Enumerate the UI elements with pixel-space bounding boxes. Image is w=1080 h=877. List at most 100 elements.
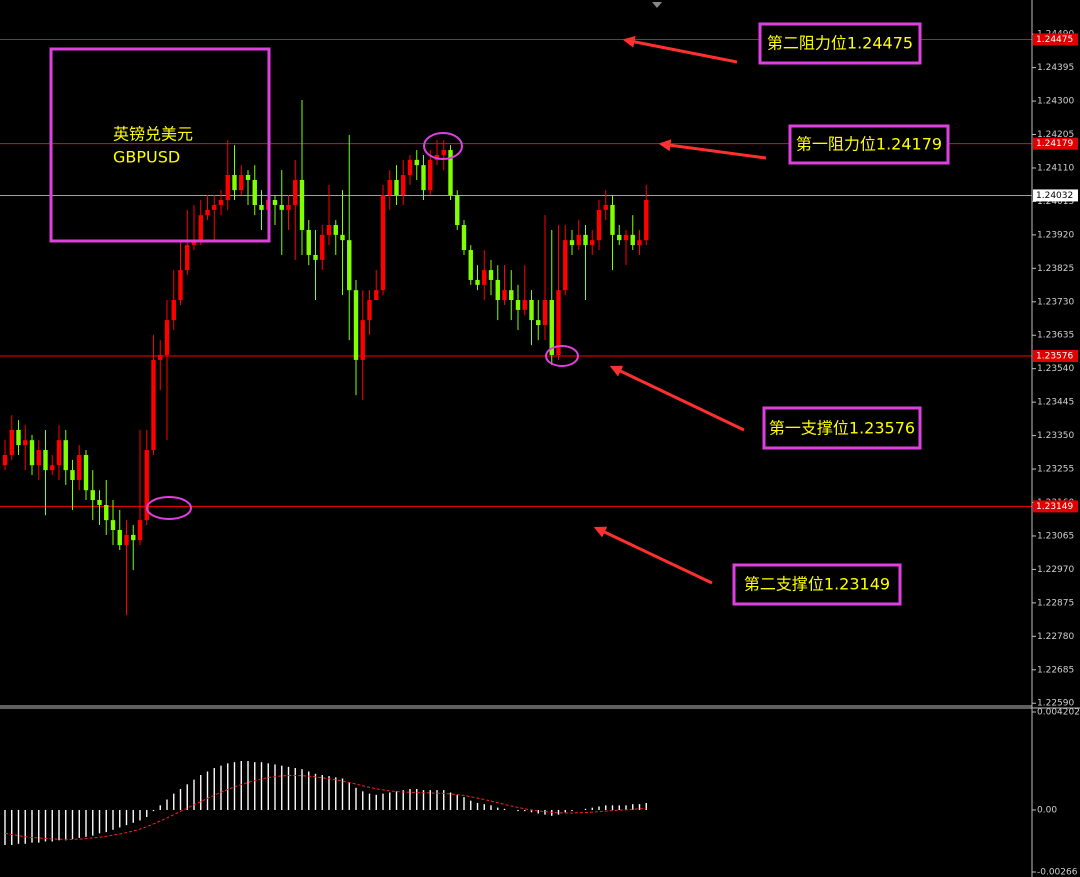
y-tick-label: 1.24015 [1037, 197, 1074, 207]
candle-body [185, 245, 190, 271]
candle-body [421, 165, 426, 191]
candle-body [218, 200, 224, 205]
y-tick-label: 1.23065 [1037, 531, 1074, 541]
candle-body [326, 225, 332, 235]
y-tick-label: 1.23350 [1037, 431, 1074, 441]
candle-body [590, 240, 595, 246]
candle-body [461, 225, 467, 251]
candle-body [137, 520, 143, 541]
candle-body [117, 529, 122, 546]
candle-body [232, 175, 237, 191]
level-label: 1.24179 [1036, 139, 1073, 149]
y-tick-label: 1.23730 [1037, 297, 1074, 307]
candle-body [522, 300, 527, 310]
candle-body [394, 179, 399, 196]
candle-body [2, 454, 8, 466]
annotation: 第一阻力位1.24179 [796, 135, 942, 154]
candle-body [293, 179, 298, 205]
y-tick-label: 1.22685 [1037, 665, 1074, 675]
y-tick-label: 1.22780 [1037, 632, 1074, 642]
candle-body [563, 240, 568, 291]
y-tick-label: 1.24300 [1037, 97, 1074, 107]
candle-body [286, 204, 291, 210]
signal-line [4, 774, 647, 840]
candle-body [124, 534, 129, 546]
y-tick-label: 1.23445 [1037, 398, 1074, 408]
candle-body [198, 215, 203, 241]
candle-body [259, 204, 264, 210]
candle-body [144, 450, 149, 521]
level-label-bg [1033, 189, 1078, 202]
candle-body [212, 204, 217, 210]
candle-body [83, 454, 89, 491]
candle-body [401, 175, 406, 196]
candle-body [178, 270, 183, 301]
candle-body [225, 175, 230, 201]
candle-body [347, 240, 352, 291]
highlight-circle [545, 345, 579, 367]
level-label: 1.23576 [1036, 352, 1073, 362]
candle-body [340, 234, 345, 241]
candle-body [299, 179, 305, 230]
candle-body [63, 440, 68, 471]
annotation-box [788, 124, 950, 165]
box [49, 47, 271, 243]
candle-body [43, 450, 48, 471]
y-tick-label: -0.00266 [1037, 868, 1078, 877]
level-label-bg [1033, 500, 1078, 513]
candle-body [623, 234, 629, 241]
level-label: 1.23149 [1036, 502, 1073, 512]
candle-body [279, 204, 284, 210]
candle-body [70, 470, 75, 480]
candle-body [313, 254, 318, 260]
y-tick-label: 1.24205 [1037, 130, 1074, 140]
candle-body [482, 270, 487, 285]
level-label-bg [1033, 137, 1078, 150]
candle-body [367, 300, 372, 321]
candle-body [56, 440, 62, 466]
candle-body [151, 359, 156, 451]
candle-body [171, 300, 176, 321]
y-tick-label: 0.004202 [1037, 708, 1080, 718]
y-tick-label: 0.00 [1037, 805, 1057, 815]
annotation-box [758, 22, 922, 65]
candle-body [542, 300, 548, 326]
level-label: 1.24032 [1036, 191, 1073, 201]
arrow [622, 35, 738, 64]
arrow [609, 365, 745, 432]
y-tick-label: 1.22970 [1037, 565, 1074, 575]
candle-body [617, 234, 622, 241]
plot-area [0, 38, 1032, 845]
candle-body [191, 240, 197, 246]
candle-body [644, 200, 649, 241]
candle-body [488, 270, 494, 280]
y-tick-label: 1.23920 [1037, 230, 1074, 240]
candle-body [353, 290, 359, 360]
candle-body [333, 225, 338, 235]
candle-body [576, 234, 581, 246]
y-axis: 1.22590 1.22685 1.22780 1.22875 1.22970 1.230… [1032, 30, 1080, 877]
candle-body [495, 279, 500, 301]
candle-body [448, 150, 453, 196]
highlight-circle [146, 496, 192, 520]
candle-body [502, 290, 507, 301]
candle-body [414, 159, 419, 166]
arrows [593, 35, 767, 585]
annotation-box [762, 406, 922, 450]
candle-body [29, 440, 35, 466]
y-tick-label: 1.22590 [1037, 699, 1074, 709]
candle-body [16, 429, 21, 446]
candle-body [97, 500, 102, 505]
candle-body [380, 195, 386, 291]
candle-body [468, 250, 473, 280]
candle-body [9, 429, 14, 455]
annotation: 第一支撑位1.23576 [769, 419, 915, 438]
candle-body [603, 204, 608, 210]
candle-body [509, 290, 514, 301]
candle-body [556, 290, 561, 355]
scroll-marker [652, 2, 662, 8]
candle-body [245, 175, 251, 180]
candle-body [630, 234, 635, 246]
arrow [593, 526, 713, 585]
